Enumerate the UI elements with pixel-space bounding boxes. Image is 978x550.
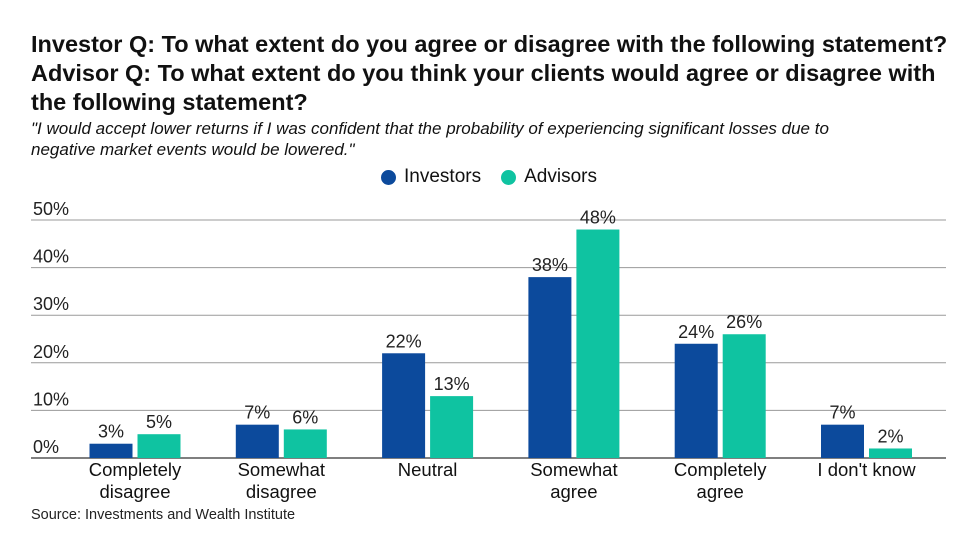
data-label: 2% [877, 426, 903, 446]
title-line: Investor Q: To what extent do you agree … [31, 31, 948, 57]
bar-advisors [283, 429, 327, 458]
y-tick-label: 30% [33, 294, 69, 314]
data-label: 7% [829, 403, 855, 423]
y-tick-label: 40% [33, 247, 69, 267]
data-label: 7% [244, 403, 270, 423]
bar-advisors [869, 448, 912, 458]
y-tick-label: 20% [33, 342, 69, 362]
bar-advisors [722, 334, 766, 458]
legend-item-advisors: Advisors [501, 166, 597, 188]
y-tick-label: 10% [33, 389, 69, 409]
legend-label-investors: Investors [404, 166, 482, 187]
title-line: Advisor Q: To what extent do you think y… [31, 60, 936, 86]
x-tick-label: disagree [246, 481, 317, 502]
subtitle-line: negative market events would be lowered.… [31, 140, 355, 159]
chart-title: Investor Q: To what extent do you agree … [31, 30, 961, 117]
data-label: 24% [678, 322, 714, 342]
data-label: 38% [532, 255, 568, 275]
bar-investors [528, 277, 572, 458]
y-tick-label: 50% [33, 199, 69, 219]
legend-item-investors: Investors [381, 166, 481, 188]
bar-advisors [137, 434, 181, 458]
x-tick-label: agree [550, 481, 597, 502]
legend: Investors Advisors [0, 166, 978, 188]
data-label: 26% [726, 312, 762, 332]
source-note: Source: Investments and Wealth Institute [31, 507, 296, 523]
x-tick-label: Somewhat [530, 459, 617, 480]
bar-advisors [430, 396, 474, 458]
title-line: the following statement? [31, 89, 308, 115]
bar-investors [235, 424, 279, 458]
data-label: 3% [98, 422, 124, 442]
x-tick-label: Completely [89, 459, 182, 480]
subtitle-line: "I would accept lower returns if I was c… [31, 119, 829, 138]
bar-investors [674, 343, 718, 458]
legend-label-advisors: Advisors [524, 166, 597, 187]
chart-subtitle: "I would accept lower returns if I was c… [31, 118, 951, 160]
data-label: 5% [146, 412, 172, 432]
data-label: 6% [292, 407, 318, 427]
x-tick-label: Neutral [398, 459, 458, 480]
legend-marker-advisors [501, 169, 517, 185]
x-tick-label: Completely [674, 459, 767, 480]
x-tick-label: Somewhat [238, 459, 325, 480]
legend-marker-investors [381, 169, 397, 185]
bar-investors [89, 443, 133, 458]
data-label: 48% [580, 208, 616, 228]
x-tick-label: I don't know [817, 459, 916, 480]
bar-investors [821, 424, 864, 458]
x-tick-label: disagree [100, 481, 171, 502]
bar-advisors [576, 229, 620, 458]
data-label: 13% [434, 374, 470, 394]
y-tick-label: 0% [33, 437, 59, 457]
data-label: 22% [386, 331, 422, 351]
bar-investors [382, 353, 426, 458]
x-tick-label: agree [697, 481, 744, 502]
